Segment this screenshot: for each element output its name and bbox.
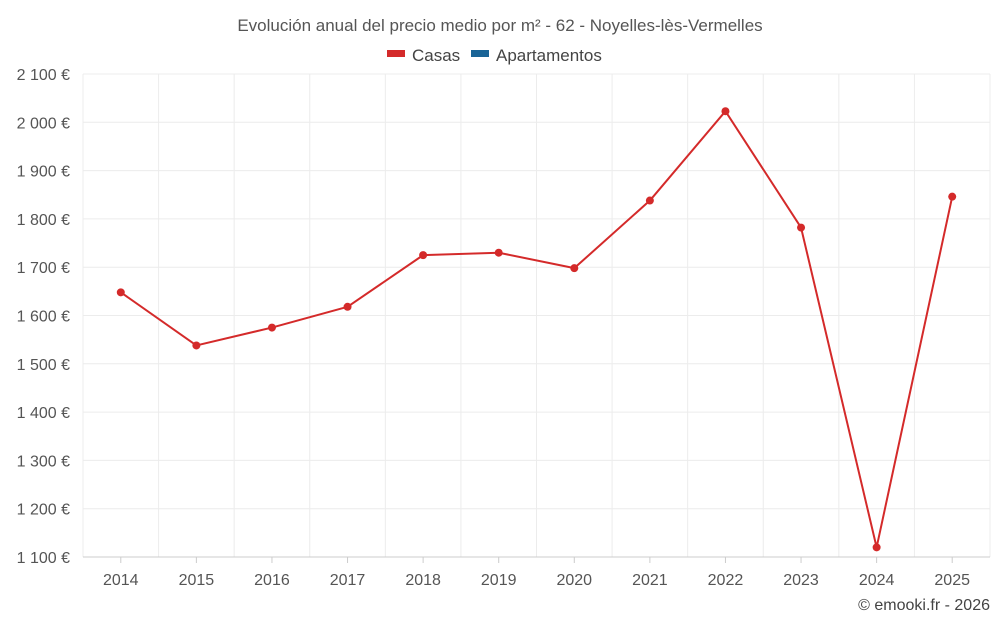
legend-swatch-apartamentos[interactable] bbox=[471, 50, 489, 57]
x-tick-label: 2020 bbox=[556, 572, 592, 589]
x-tick-label: 2015 bbox=[179, 572, 215, 589]
data-point-casas-2016[interactable] bbox=[267, 323, 276, 332]
y-tick-label: 2 000 € bbox=[17, 115, 70, 132]
data-point-casas-2015[interactable] bbox=[192, 341, 201, 350]
y-tick-label: 1 300 € bbox=[17, 453, 70, 470]
data-point-casas-2018[interactable] bbox=[419, 251, 428, 260]
y-tick-label: 2 100 € bbox=[17, 67, 70, 84]
legend-label-apartamentos[interactable]: Apartamentos bbox=[496, 46, 602, 65]
data-point-casas-2025[interactable] bbox=[948, 192, 957, 201]
y-tick-label: 1 700 € bbox=[17, 260, 70, 277]
y-tick-label: 1 400 € bbox=[17, 405, 70, 422]
x-tick-label: 2023 bbox=[783, 572, 819, 589]
x-tick-label: 2024 bbox=[859, 572, 895, 589]
x-tick-label: 2021 bbox=[632, 572, 668, 589]
x-tick-label: 2018 bbox=[405, 572, 441, 589]
data-point-casas-2017[interactable] bbox=[343, 302, 352, 311]
x-tick-label: 2014 bbox=[103, 572, 139, 589]
data-point-casas-2023[interactable] bbox=[797, 223, 806, 232]
series-casas bbox=[116, 107, 957, 552]
x-axis: 2014 2015 2016 2017 2018 2019 2020 2021 2022 2023… bbox=[103, 557, 970, 589]
y-tick-label: 1 500 € bbox=[17, 357, 70, 374]
chart-title: Evolución anual del precio medio por m² … bbox=[237, 16, 762, 35]
grid bbox=[82, 73, 991, 558]
data-point-casas-2024[interactable] bbox=[872, 543, 881, 552]
x-tick-label: 2019 bbox=[481, 572, 517, 589]
y-axis: 1 100 € 1 200 € 1 300 € 1 400 € 1 500 € 1 600… bbox=[17, 67, 70, 567]
data-point-casas-2014[interactable] bbox=[116, 288, 125, 297]
x-tick-label: 2016 bbox=[254, 572, 290, 589]
credit-text: © emooki.fr - 2026 bbox=[858, 597, 990, 614]
legend-swatch-casas[interactable] bbox=[387, 50, 405, 57]
x-tick-label: 2025 bbox=[934, 572, 970, 589]
y-tick-label: 1 100 € bbox=[17, 550, 70, 567]
x-tick-label: 2022 bbox=[708, 572, 744, 589]
x-tick-label: 2017 bbox=[330, 572, 366, 589]
legend[interactable]: Casas Apartamentos bbox=[387, 46, 602, 65]
legend-label-casas[interactable]: Casas bbox=[412, 46, 460, 65]
series-line-casas bbox=[120, 110, 954, 549]
data-point-casas-2022[interactable] bbox=[721, 107, 730, 116]
y-tick-label: 1 600 € bbox=[17, 309, 70, 326]
data-point-casas-2019[interactable] bbox=[494, 248, 503, 257]
data-point-casas-2021[interactable] bbox=[645, 196, 654, 205]
y-tick-label: 1 200 € bbox=[17, 502, 70, 519]
data-point-casas-2020[interactable] bbox=[570, 264, 579, 273]
y-tick-label: 1 800 € bbox=[17, 212, 70, 229]
y-tick-label: 1 900 € bbox=[17, 164, 70, 181]
